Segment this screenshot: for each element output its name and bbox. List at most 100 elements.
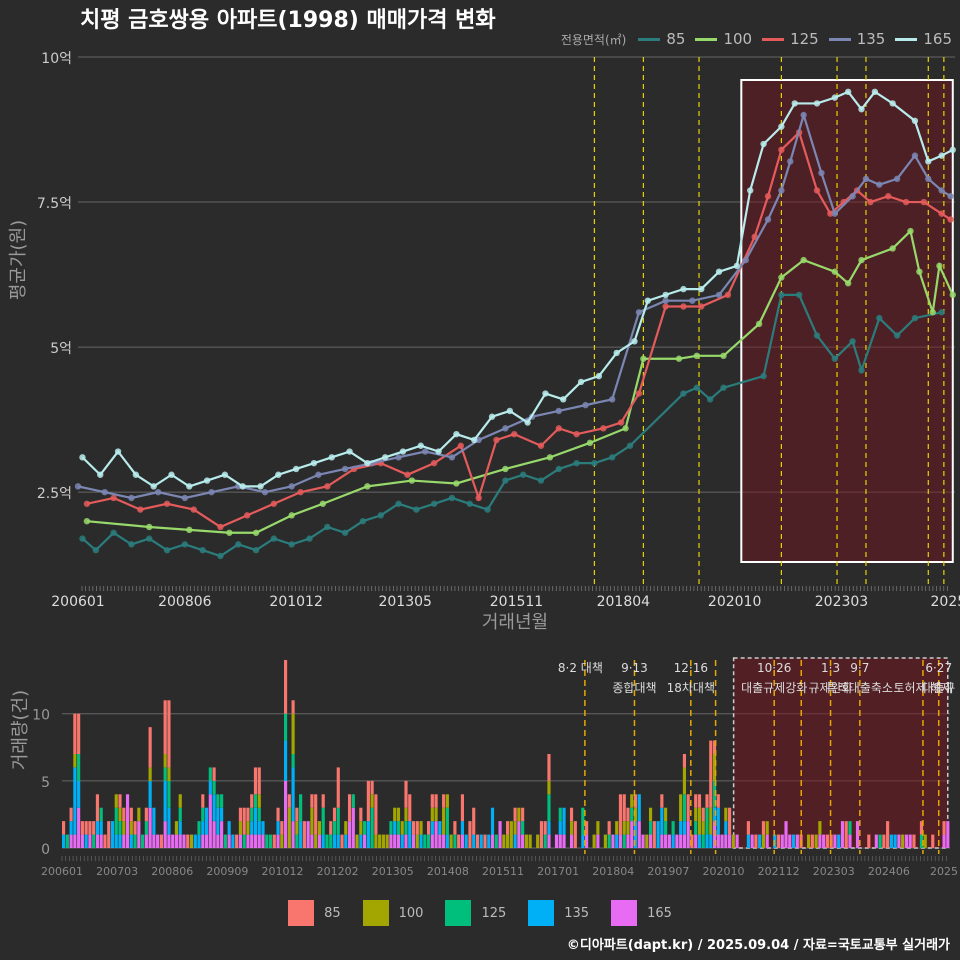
bar-segment-125 [291, 754, 295, 768]
bar-segment-85 [521, 807, 525, 822]
bar-segment-135 [284, 740, 288, 781]
data-point-135 [787, 158, 794, 165]
bar-segment-165 [942, 834, 946, 848]
bar-segment-100 [679, 794, 683, 822]
data-point-125 [217, 523, 224, 531]
bar-segment-85 [457, 834, 461, 848]
x-tick-label: 200806 [158, 594, 212, 610]
data-point-85 [252, 546, 260, 554]
bar-segment-100 [547, 780, 551, 795]
bar-segment-100 [592, 834, 596, 848]
bar-segment-100 [731, 834, 735, 848]
bar-segment-125 [118, 821, 122, 835]
data-point-165 [949, 146, 956, 154]
y-tick-label: 7.5억 [37, 196, 72, 212]
bar-segment-165 [182, 834, 186, 848]
bar-segment-165 [137, 821, 141, 848]
data-point-85 [448, 494, 456, 502]
bar-segment-85 [246, 807, 250, 822]
bar-segment-165 [201, 834, 205, 848]
data-point-125 [297, 488, 304, 496]
data-point-165 [399, 448, 407, 455]
bar-highlight-box [732, 657, 949, 849]
bar-segment-125 [543, 834, 547, 848]
bar-segment-125 [220, 794, 224, 808]
data-point-100 [858, 256, 865, 264]
bar-segment-85 [472, 807, 476, 835]
bar-segment-100 [645, 834, 649, 848]
data-point-125 [867, 198, 874, 206]
bar-segment-100 [513, 821, 517, 835]
data-point-125 [163, 500, 171, 507]
bar-segment-85 [257, 767, 261, 795]
data-point-85 [858, 367, 865, 374]
bar-segment-165 [517, 821, 521, 848]
bar-segment-135 [791, 834, 796, 848]
y-axis-label-volume: 거래량(건) [10, 689, 31, 771]
bar-segment-85 [867, 834, 871, 848]
bar-legend-135: 135 [528, 900, 589, 926]
bar-segment-165 [874, 834, 878, 848]
bar-segment-165 [795, 834, 799, 848]
data-point-165 [871, 88, 879, 96]
bar-segment-135 [366, 821, 370, 848]
bar-segment-125 [494, 834, 498, 848]
bar-segment-165 [735, 834, 739, 848]
data-point-125 [555, 425, 562, 432]
bar-segment-165 [908, 834, 912, 848]
bar-segment-125 [336, 807, 340, 835]
bar-segment-135 [332, 834, 337, 848]
bar-segment-100 [73, 754, 77, 768]
bar-segment-135 [408, 821, 412, 848]
data-point-85 [893, 332, 901, 339]
bar-segment-85 [73, 713, 77, 754]
bar-segment-100 [603, 834, 607, 848]
data-point-125 [493, 436, 500, 444]
bar-segment-85 [682, 754, 687, 768]
data-point-165 [381, 454, 389, 461]
bar-segment-85 [415, 821, 419, 835]
bar-segment-135 [250, 821, 254, 835]
data-point-100 [755, 320, 763, 328]
bar-segment-100 [295, 821, 299, 835]
bar-segment-135 [637, 794, 641, 822]
data-point-85 [591, 459, 598, 467]
bar-segment-165 [833, 834, 837, 848]
data-point-135 [893, 175, 901, 183]
bar-segment-85 [404, 780, 408, 808]
data-point-135 [635, 309, 643, 316]
legend-line-85 [638, 37, 661, 41]
data-point-135 [938, 187, 945, 194]
data-point-85 [413, 506, 420, 513]
bar-segment-125 [445, 807, 449, 835]
bar-segment-85 [716, 794, 720, 808]
bar-segment-100 [761, 834, 766, 848]
data-point-100 [675, 355, 683, 362]
bar-segment-85 [506, 821, 510, 835]
bar-segment-100 [280, 834, 284, 848]
bar-segment-85 [167, 700, 171, 768]
bar-segment-165 [77, 807, 81, 848]
bar-segment-100 [517, 807, 521, 822]
bar-segment-85 [242, 807, 246, 835]
data-point-125 [902, 198, 910, 206]
bar-segment-100 [630, 794, 634, 808]
policy-annotation: 특례대출축소 [827, 681, 893, 695]
bar-segment-100 [506, 834, 510, 848]
bar-legend-125: 125 [445, 900, 506, 926]
bar-segment-165 [88, 834, 92, 848]
bar-segment-100 [291, 713, 295, 754]
bar-segment-125 [671, 821, 675, 835]
data-point-85 [555, 465, 562, 473]
bar-segment-135 [709, 834, 713, 848]
bar-segment-100 [701, 821, 705, 835]
bar-segment-125 [167, 780, 171, 808]
data-point-125 [430, 459, 438, 467]
bar-segment-125 [212, 780, 216, 795]
bar-segment-165 [220, 821, 224, 848]
bar-y-tick-label: 0 [41, 842, 50, 858]
bar-segment-135 [705, 834, 709, 848]
data-point-125 [243, 512, 251, 519]
bar-segment-125 [396, 821, 401, 835]
bar-segment-135 [253, 807, 258, 835]
